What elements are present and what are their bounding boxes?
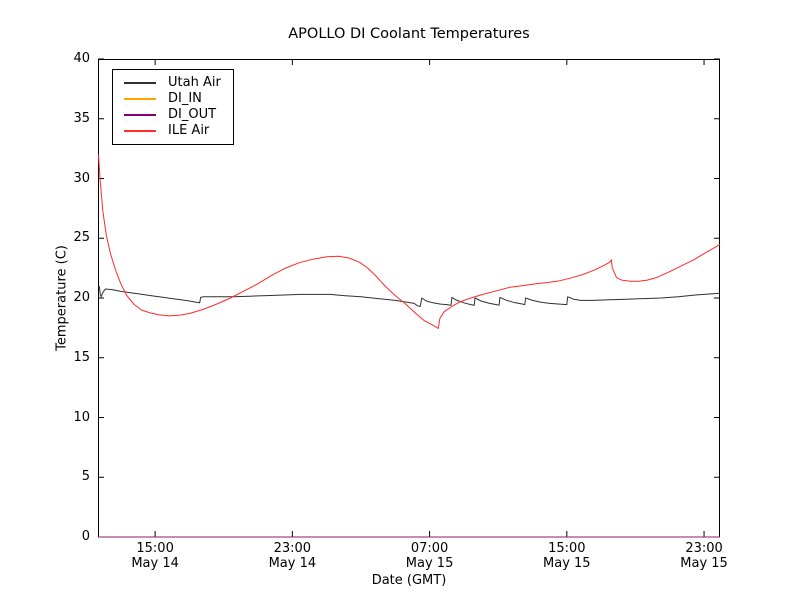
x-tick-label: 15:00 May 14	[131, 541, 179, 571]
x-tick-label: 15:00 May 15	[543, 541, 591, 571]
y-tick-label-20: 20	[73, 290, 90, 305]
y-tick-label-25: 25	[73, 230, 90, 246]
legend-item-ile-air: ILE Air	[124, 123, 233, 139]
legend-line-di-out	[124, 114, 156, 116]
x-tick-label: 23:00 May 14	[268, 541, 317, 571]
x-axis-label: Date (GMT)	[371, 573, 447, 588]
y-tick-label-30: 30	[73, 170, 90, 186]
legend-item-di-in: DI_IN	[124, 91, 233, 107]
y-tick-label-0: 0	[81, 529, 90, 544]
series-line-ile-air	[98, 154, 721, 329]
y-tick-label-10: 10	[73, 409, 90, 425]
legend-item-utah-air: Utah Air	[124, 75, 233, 91]
legend-line-di-in	[124, 98, 156, 100]
chart-title: APOLLO DI Coolant Temperatures	[288, 26, 530, 42]
legend-label-di-out: DI_OUT	[168, 107, 217, 122]
legend-label-ile-air: ILE Air	[168, 123, 210, 138]
legend-label-utah-air: Utah Air	[168, 75, 221, 90]
series-line-utah-air	[97, 286, 721, 307]
x-tick-label: 23:00 May 15	[680, 541, 728, 571]
y-tick-label-5: 5	[81, 469, 90, 485]
legend-line-utah-air	[124, 82, 156, 84]
legend-label-di-in: DI_IN	[168, 91, 202, 106]
legend: Utah Air DI_IN DI_OUT ILE Air	[112, 69, 234, 145]
y-tick-label-15: 15	[73, 349, 90, 365]
legend-item-di-out: DI_OUT	[124, 107, 233, 123]
y-tick-label-40: 40	[73, 51, 90, 66]
legend-line-ile-air	[124, 130, 156, 132]
x-tick-label: 07:00 May 15	[405, 541, 454, 571]
y-tick-label-35: 35	[73, 110, 90, 126]
